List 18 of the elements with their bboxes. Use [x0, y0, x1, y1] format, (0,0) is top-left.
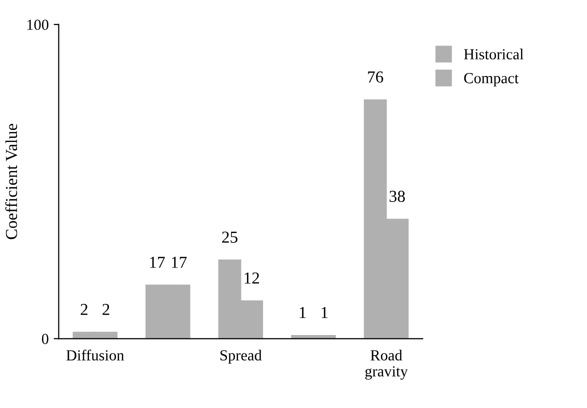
- x-tick-label: Road gravity: [365, 350, 408, 380]
- data-label: 1: [300, 307, 306, 318]
- legend-label: Compact: [464, 73, 519, 86]
- data-label: 76: [368, 71, 384, 83]
- data-label: 17: [172, 256, 187, 268]
- y-tick-label: 0: [42, 334, 48, 344]
- y-tick-label: 100: [27, 20, 48, 30]
- data-label: 2: [102, 304, 110, 315]
- data-label: 12: [244, 272, 259, 284]
- data-label: 38: [390, 190, 405, 202]
- x-tick-label: Diffusion: [66, 350, 124, 361]
- data-label: 1: [322, 307, 328, 318]
- y-axis-title: Coefficient Value: [5, 124, 18, 240]
- data-label: 25: [222, 232, 238, 243]
- x-tick-label: Spread: [220, 350, 262, 364]
- data-label: 17: [150, 256, 165, 268]
- data-label: 2: [80, 304, 88, 315]
- legend-label: Historical: [464, 48, 524, 60]
